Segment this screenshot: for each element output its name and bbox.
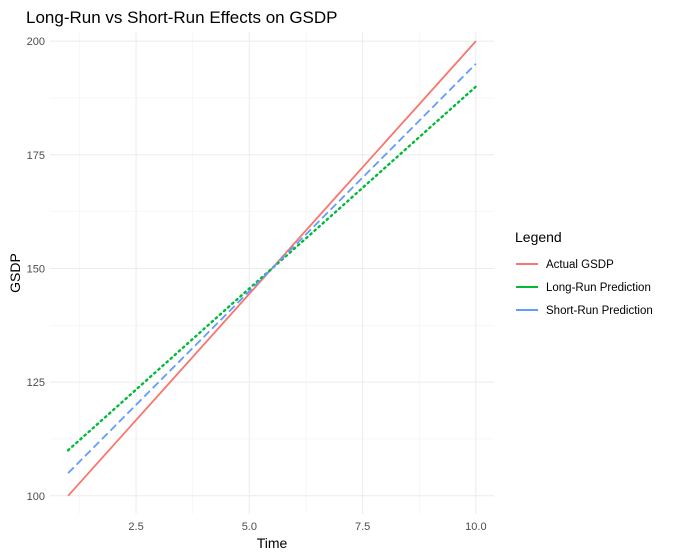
legend-label-short-run-prediction: Short-Run Prediction (546, 305, 653, 317)
series-line-long-run-prediction (66, 85, 478, 452)
legend-title: Legend (515, 229, 562, 245)
y-tick-label: 125 (27, 377, 45, 389)
series-layer (66, 40, 478, 497)
legend: Legend Actual GSDP Long-Run Prediction Sho… (515, 229, 653, 317)
legend-label-long-run-prediction: Long-Run Prediction (546, 282, 651, 294)
y-tick-label: 150 (27, 263, 45, 275)
legend-label-actual-gsdp: Actual GSDP (546, 259, 614, 271)
ticks: 2.5 5.0 7.5 10.0 100 125 150 175 200 (27, 36, 487, 533)
x-tick-label: 5.0 (242, 521, 257, 533)
x-tick-label: 2.5 (128, 521, 143, 533)
x-tick-label: 7.5 (355, 521, 370, 533)
series-line-short-run-prediction (67, 63, 477, 474)
y-tick-label: 200 (27, 36, 45, 48)
x-axis-title: Time (257, 535, 288, 551)
chart-title: Long-Run vs Short-Run Effects on GSDP (26, 8, 338, 27)
y-tick-label: 175 (27, 150, 45, 162)
y-tick-label: 100 (27, 491, 45, 503)
grid (50, 32, 494, 514)
x-tick-label: 10.0 (465, 521, 486, 533)
y-axis-title: GSDP (7, 253, 23, 293)
